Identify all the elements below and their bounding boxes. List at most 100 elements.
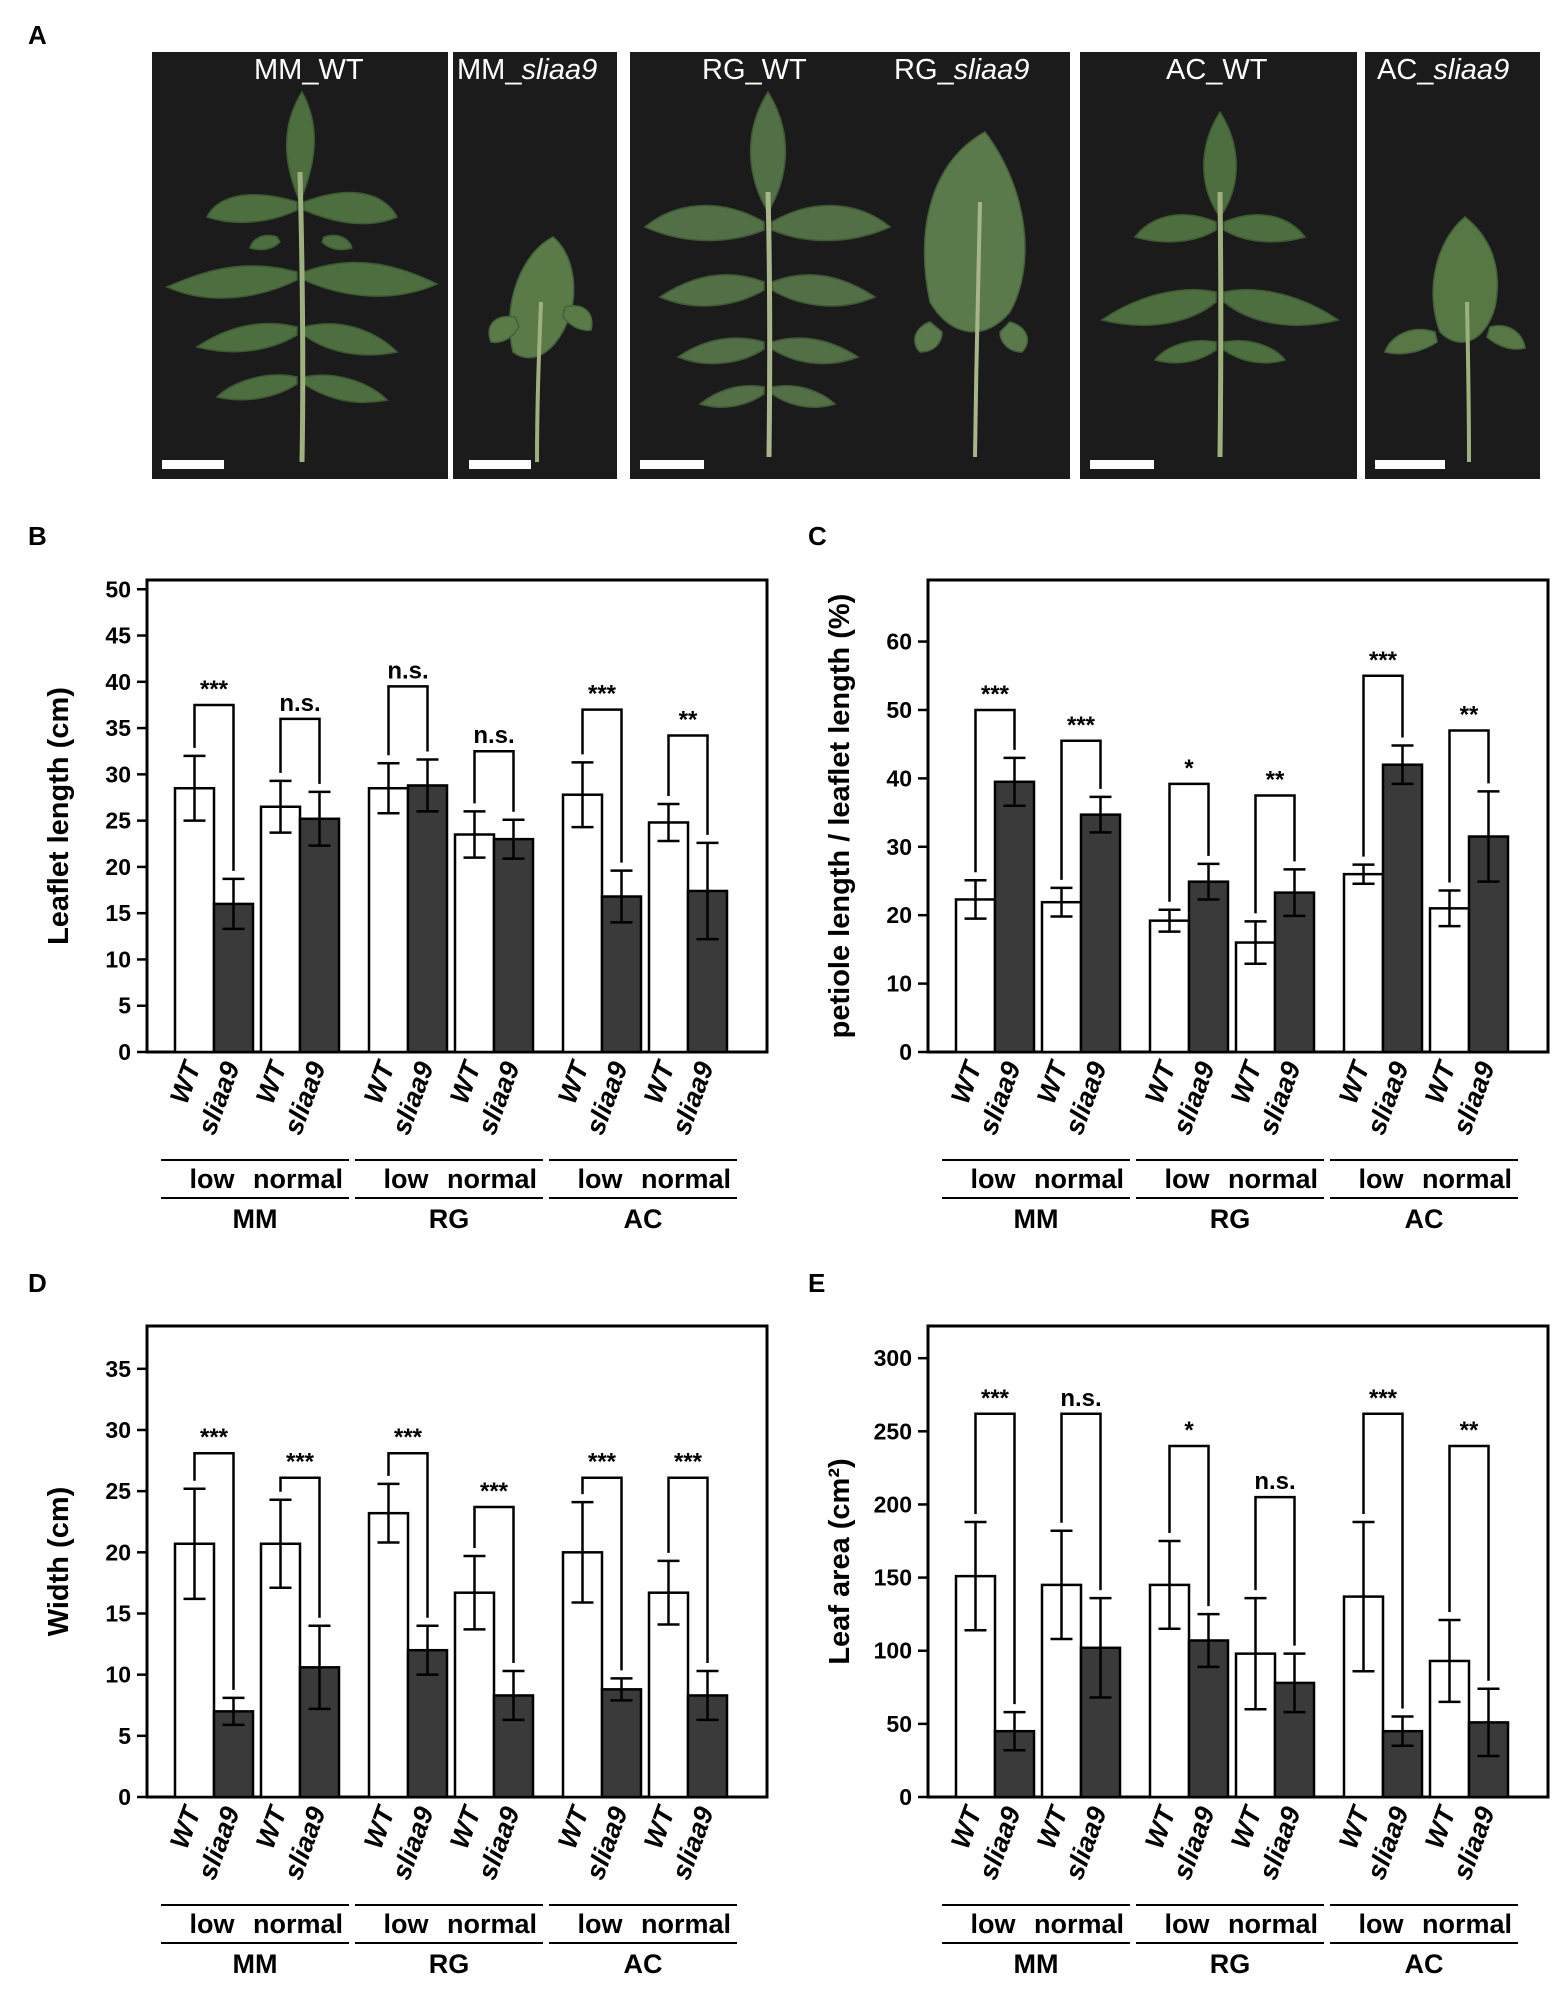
leaf-image <box>165 90 439 404</box>
condition-label: normal <box>447 1164 537 1194</box>
y-tick-label: 50 <box>886 1711 912 1737</box>
bar-wt <box>1428 907 1471 1054</box>
genotype-label: WT <box>250 1800 293 1852</box>
significance-label: n.s. <box>279 690 320 717</box>
condition-label: normal <box>641 1164 731 1194</box>
genotype-label: WT <box>1139 1055 1182 1107</box>
bar-sliaa9 <box>1079 813 1122 1054</box>
significance-label: n.s. <box>473 722 514 749</box>
condition-label: low <box>1359 1909 1405 1939</box>
y-tick-label: 20 <box>886 902 912 928</box>
scale-bar <box>1090 460 1154 469</box>
significance-bracket <box>279 717 321 784</box>
y-tick-label: 250 <box>874 1418 912 1444</box>
leaf-stem <box>297 171 306 463</box>
significance-bracket <box>1254 794 1296 914</box>
significance-label: *** <box>286 1449 315 1476</box>
bar-wt <box>259 805 302 1054</box>
y-tick-label: 35 <box>105 1356 131 1382</box>
photo-mm-wt: MM_WT <box>152 52 448 479</box>
photo-title: RG_WT <box>702 54 807 86</box>
bar-sliaa9 <box>993 780 1036 1054</box>
y-axis-label: Width (cm) <box>43 1487 75 1637</box>
condition-label: normal <box>447 1909 537 1939</box>
chart-b-leaflet-length: 0 5 10 15 20 25 30 35 40 45 50 Leaflet length (cm) *… <box>43 576 769 1234</box>
photo-mm-sliaa9: MM_sliaa9 <box>453 52 617 479</box>
genotype-label: WT <box>250 1055 293 1107</box>
y-tick-label: 0 <box>899 1039 912 1065</box>
condition-label: low <box>384 1909 430 1939</box>
bar-sliaa9 <box>1381 763 1424 1054</box>
genotype-label: WT <box>945 1800 988 1852</box>
strain-label: MM <box>1014 1204 1059 1234</box>
leaf-stem <box>1465 301 1471 463</box>
strain-label: AC <box>624 1204 663 1234</box>
y-tick-label: 50 <box>886 697 912 723</box>
y-tick-label: 25 <box>105 808 131 834</box>
photo-title: MM_sliaa9 <box>457 54 598 86</box>
condition-label: low <box>1165 1164 1211 1194</box>
significance-label: *** <box>1067 712 1096 739</box>
y-tick-label: 35 <box>105 715 131 741</box>
bar-wt <box>561 793 604 1054</box>
significance-label: *** <box>394 1424 423 1451</box>
scale-bar <box>640 460 704 469</box>
leaf-image <box>643 90 892 408</box>
genotype-label: WT <box>1333 1800 1376 1852</box>
significance-label: ** <box>1460 1417 1479 1444</box>
significance-bracket <box>473 749 515 812</box>
genotype-label: WT <box>1333 1055 1376 1107</box>
condition-label: low <box>578 1909 624 1939</box>
significance-bracket <box>667 734 709 835</box>
leaf-stem-2 <box>973 201 982 458</box>
y-tick-label: 45 <box>105 623 131 649</box>
bar-wt <box>367 1511 410 1799</box>
condition-label: low <box>971 1909 1017 1939</box>
y-tick-label: 10 <box>105 1662 131 1688</box>
genotype-label: WT <box>1225 1800 1268 1852</box>
panel-label-d: D <box>28 1268 47 1298</box>
significance-bracket <box>1448 729 1490 883</box>
significance-label: *** <box>1369 647 1398 674</box>
photo-ac-sliaa9: AC_sliaa9 <box>1365 52 1540 479</box>
leaf-image-2 <box>914 131 1029 353</box>
photo-title: AC_WT <box>1166 54 1268 86</box>
condition-label: normal <box>641 1909 731 1939</box>
y-tick-label: 10 <box>886 971 912 997</box>
significance-bracket <box>1060 739 1102 880</box>
significance-label: n.s. <box>1254 1468 1295 1495</box>
genotype-label: WT <box>444 1055 487 1107</box>
genotype-label: WT <box>444 1800 487 1852</box>
scale-bar <box>1375 460 1445 469</box>
panel-label-a: A <box>28 20 47 50</box>
y-tick-label: 30 <box>886 834 912 860</box>
y-tick-label: 25 <box>105 1478 131 1504</box>
significance-bracket <box>581 708 623 863</box>
bar-sliaa9 <box>406 784 449 1054</box>
genotype-label: WT <box>1419 1800 1462 1852</box>
significance-bracket <box>1168 1444 1210 1607</box>
y-tick-label: 100 <box>874 1638 912 1664</box>
significance-bracket <box>473 1505 515 1663</box>
bar-sliaa9 <box>1187 880 1230 1054</box>
y-axis-label: Leaf area (cm²) <box>824 1458 856 1664</box>
condition-label: low <box>190 1909 236 1939</box>
panel-label-b: B <box>28 521 47 551</box>
strain-label: MM <box>233 1204 278 1234</box>
bar-sliaa9 <box>686 1694 729 1799</box>
significance-label: * <box>1184 1417 1194 1444</box>
significance-bracket <box>974 708 1016 873</box>
y-tick-label: 50 <box>105 576 131 602</box>
genotype-label: WT <box>1225 1055 1268 1107</box>
condition-label: low <box>1359 1164 1405 1194</box>
y-tick-label: 40 <box>105 669 131 695</box>
strain-label: RG <box>1210 1204 1251 1234</box>
leaf-image <box>1100 110 1340 364</box>
y-tick-label: 15 <box>105 900 131 926</box>
panel-label-e: E <box>808 1268 826 1298</box>
photo-title: MM_WT <box>254 54 364 86</box>
significance-label: ** <box>1266 766 1285 793</box>
y-tick-label: 60 <box>886 629 912 655</box>
